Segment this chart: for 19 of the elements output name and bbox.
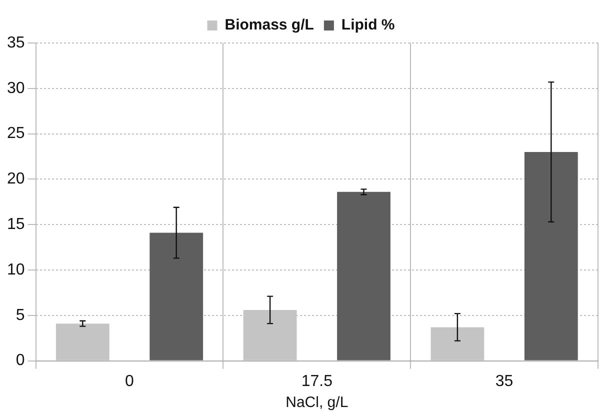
y-tick-label: 0 bbox=[16, 352, 25, 370]
legend-label: Lipid % bbox=[341, 16, 395, 34]
bar bbox=[337, 192, 390, 360]
legend-label: Biomass g/L bbox=[224, 16, 314, 34]
bar bbox=[150, 232, 204, 360]
y-tick-label: 35 bbox=[7, 34, 25, 52]
bar bbox=[56, 324, 110, 360]
x-tick-label: 17.5 bbox=[301, 372, 333, 390]
y-tick-label: 20 bbox=[7, 170, 25, 188]
x-tick-label: 35 bbox=[495, 372, 514, 390]
y-tick-label: 30 bbox=[7, 80, 25, 97]
bar bbox=[524, 152, 578, 360]
y-tick-label: 15 bbox=[7, 216, 25, 234]
bar bbox=[430, 327, 484, 360]
x-tick-label: 0 bbox=[125, 372, 134, 390]
y-tick-label: 5 bbox=[16, 306, 25, 324]
y-tick-label: 10 bbox=[7, 261, 25, 278]
y-tick-label: 25 bbox=[7, 125, 25, 142]
x-axis-title: NaCl, g/L bbox=[286, 394, 348, 412]
